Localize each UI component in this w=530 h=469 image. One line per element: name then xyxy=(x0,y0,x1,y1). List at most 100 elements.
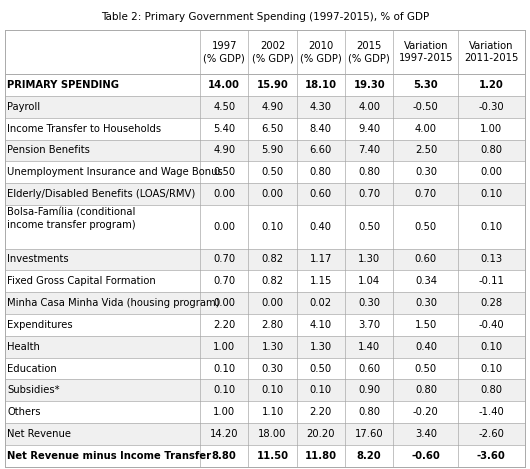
Text: 7.40: 7.40 xyxy=(358,145,380,155)
Text: 0.50: 0.50 xyxy=(415,363,437,373)
Text: 0.28: 0.28 xyxy=(480,298,502,308)
Text: 2.20: 2.20 xyxy=(310,407,332,417)
Text: 0.80: 0.80 xyxy=(415,386,437,395)
Text: 11.80: 11.80 xyxy=(305,451,337,461)
Text: 0.30: 0.30 xyxy=(415,298,437,308)
Text: 0.34: 0.34 xyxy=(415,276,437,286)
Text: -0.60: -0.60 xyxy=(411,451,440,461)
Text: Expenditures: Expenditures xyxy=(7,320,73,330)
Bar xyxy=(5,445,525,467)
Text: 0.02: 0.02 xyxy=(310,298,332,308)
Bar xyxy=(5,74,525,96)
Text: 0.80: 0.80 xyxy=(480,145,502,155)
Bar xyxy=(5,336,525,357)
Bar xyxy=(5,423,525,445)
Text: 0.00: 0.00 xyxy=(213,222,235,232)
Bar xyxy=(5,292,525,314)
Text: Income Transfer to Households: Income Transfer to Households xyxy=(7,124,162,134)
Text: 0.00: 0.00 xyxy=(261,298,284,308)
Text: -0.40: -0.40 xyxy=(478,320,504,330)
Text: 1.30: 1.30 xyxy=(310,342,332,352)
Text: 0.00: 0.00 xyxy=(480,167,502,177)
Text: 5.40: 5.40 xyxy=(213,124,235,134)
Text: 4.50: 4.50 xyxy=(213,102,235,112)
Text: 0.82: 0.82 xyxy=(261,255,284,265)
Text: 0.00: 0.00 xyxy=(213,298,235,308)
Text: 20.20: 20.20 xyxy=(306,429,335,439)
Text: 0.50: 0.50 xyxy=(415,222,437,232)
Text: -0.11: -0.11 xyxy=(478,276,504,286)
Text: Investments: Investments xyxy=(7,255,69,265)
Bar xyxy=(5,357,525,379)
Text: 0.82: 0.82 xyxy=(261,276,284,286)
Text: Fixed Gross Capital Formation: Fixed Gross Capital Formation xyxy=(7,276,156,286)
Text: 18.10: 18.10 xyxy=(305,80,337,90)
Text: 8.40: 8.40 xyxy=(310,124,332,134)
Text: 0.60: 0.60 xyxy=(358,363,380,373)
Text: -3.60: -3.60 xyxy=(476,451,506,461)
Bar xyxy=(5,183,525,205)
Text: 1.17: 1.17 xyxy=(310,255,332,265)
Text: Variation
2011-2015: Variation 2011-2015 xyxy=(464,41,518,63)
Text: 5.90: 5.90 xyxy=(261,145,284,155)
Text: 0.10: 0.10 xyxy=(213,386,235,395)
Text: 0.10: 0.10 xyxy=(480,222,502,232)
Text: Health: Health xyxy=(7,342,40,352)
Text: 0.90: 0.90 xyxy=(358,386,380,395)
Text: 0.30: 0.30 xyxy=(261,363,284,373)
Text: 0.50: 0.50 xyxy=(358,222,380,232)
Bar xyxy=(5,161,525,183)
Text: 19.30: 19.30 xyxy=(354,80,385,90)
Text: 4.00: 4.00 xyxy=(358,102,380,112)
Text: -2.60: -2.60 xyxy=(478,429,504,439)
Text: 0.13: 0.13 xyxy=(480,255,502,265)
Text: 0.40: 0.40 xyxy=(415,342,437,352)
Text: 0.70: 0.70 xyxy=(213,255,235,265)
Text: 1.00: 1.00 xyxy=(480,124,502,134)
Text: 2.20: 2.20 xyxy=(213,320,235,330)
Text: 8.80: 8.80 xyxy=(212,451,236,461)
Text: 5.30: 5.30 xyxy=(413,80,438,90)
Text: 0.80: 0.80 xyxy=(310,167,332,177)
Text: Unemployment Insurance and Wage Bonus: Unemployment Insurance and Wage Bonus xyxy=(7,167,223,177)
Bar xyxy=(5,249,525,270)
Text: 0.50: 0.50 xyxy=(261,167,284,177)
Text: 4.10: 4.10 xyxy=(310,320,332,330)
Text: 2.50: 2.50 xyxy=(415,145,437,155)
Text: 14.00: 14.00 xyxy=(208,80,240,90)
Text: Net Revenue: Net Revenue xyxy=(7,429,72,439)
Text: 1.00: 1.00 xyxy=(213,407,235,417)
Bar xyxy=(5,118,525,140)
Text: 0.10: 0.10 xyxy=(480,363,502,373)
Text: 4.90: 4.90 xyxy=(261,102,284,112)
Text: 0.00: 0.00 xyxy=(213,189,235,199)
Bar xyxy=(5,205,525,249)
Text: Education: Education xyxy=(7,363,57,373)
Text: 1.20: 1.20 xyxy=(479,80,504,90)
Text: 0.80: 0.80 xyxy=(358,407,380,417)
Text: Table 2: Primary Government Spending (1997-2015), % of GDP: Table 2: Primary Government Spending (19… xyxy=(101,12,429,22)
Text: 1.50: 1.50 xyxy=(415,320,437,330)
Bar xyxy=(5,314,525,336)
Bar xyxy=(5,379,525,401)
Text: 1.40: 1.40 xyxy=(358,342,380,352)
Text: 4.00: 4.00 xyxy=(415,124,437,134)
Text: Variation
1997-2015: Variation 1997-2015 xyxy=(399,41,453,63)
Text: 0.10: 0.10 xyxy=(480,189,502,199)
Text: Payroll: Payroll xyxy=(7,102,40,112)
Text: 1.30: 1.30 xyxy=(261,342,284,352)
Text: 0.60: 0.60 xyxy=(310,189,332,199)
Text: 0.10: 0.10 xyxy=(480,342,502,352)
Text: 0.10: 0.10 xyxy=(213,363,235,373)
Text: 0.10: 0.10 xyxy=(261,386,284,395)
Text: 0.70: 0.70 xyxy=(358,189,380,199)
Text: 17.60: 17.60 xyxy=(355,429,383,439)
Text: 2.80: 2.80 xyxy=(261,320,284,330)
Text: 3.40: 3.40 xyxy=(415,429,437,439)
Text: Bolsa-Família (conditional
income transfer program): Bolsa-Família (conditional income transf… xyxy=(7,208,136,230)
Text: Subsidies*: Subsidies* xyxy=(7,386,60,395)
Text: 0.50: 0.50 xyxy=(310,363,332,373)
Text: 0.10: 0.10 xyxy=(261,222,284,232)
Text: -0.50: -0.50 xyxy=(413,102,439,112)
Text: 2015
(% GDP): 2015 (% GDP) xyxy=(348,41,390,63)
